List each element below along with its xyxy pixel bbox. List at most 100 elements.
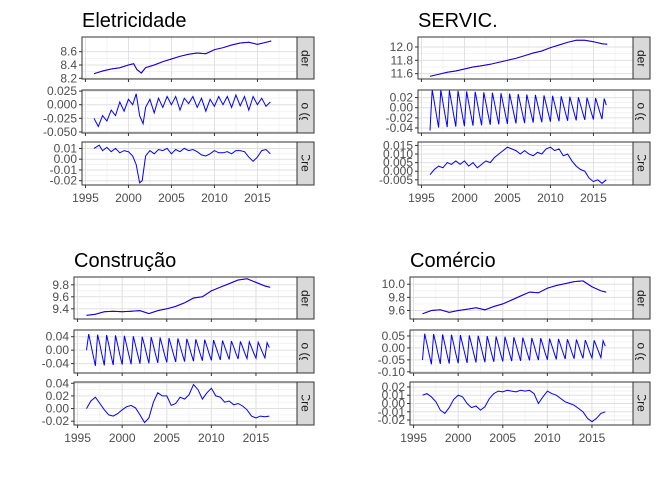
y-tick-label: 8.4 xyxy=(60,58,77,72)
series-line xyxy=(86,383,270,424)
y-tick-label: -0.05 xyxy=(378,353,406,367)
facet-1: -0.04-0.020.000.02 Ciclo (gap) xyxy=(386,82,651,140)
facet-strip: Taxa de Crescimento xyxy=(296,107,315,220)
strip-label: Taxa de Crescimento xyxy=(635,347,649,460)
y-tick-label: 0.000 xyxy=(383,164,413,178)
y-tick-label: 0.00 xyxy=(54,152,78,166)
x-tick-label: 1995 xyxy=(408,191,435,205)
facet-0: 11.611.812.0 Tendencia xyxy=(390,31,651,86)
facet-1: -0.10-0.050.000.05 Ciclo (gap) xyxy=(378,322,651,380)
y-tick-label: 9.6 xyxy=(52,290,69,304)
y-tick-label: 0.00 xyxy=(46,343,70,357)
y-tick-label: -0.02 xyxy=(386,111,414,125)
facet-background xyxy=(74,277,297,319)
chart-panel-1: SERVIC.11.611.812.0 Tendencia-0.04-0.020.… xyxy=(379,10,651,205)
strip-label: Tendencia xyxy=(299,31,313,86)
facet-strip: Taxa de Crescimento xyxy=(632,347,651,460)
y-tick-label: -0.02 xyxy=(378,413,406,427)
x-tick-label: 2010 xyxy=(201,191,228,205)
facet-2: -0.02-0.010.000.010.02 Taxa de Cresciment… xyxy=(378,347,651,460)
strip-label: Tendencia xyxy=(635,31,649,86)
series-line xyxy=(93,40,272,75)
strip-background xyxy=(296,141,315,186)
facet-strip: Tendencia xyxy=(632,31,651,86)
strip-label: Taxa de Crescimento xyxy=(299,347,313,460)
x-tick-label: 1995 xyxy=(400,431,427,445)
x-tick-label: 2015 xyxy=(579,431,606,445)
series-line xyxy=(422,280,607,315)
facet-strip: Taxa de Crescimento xyxy=(296,347,315,460)
y-tick-label: -0.02 xyxy=(50,174,78,188)
strip-background xyxy=(296,329,315,374)
y-tick-label: 0.00 xyxy=(46,402,70,416)
facet-background xyxy=(410,277,633,319)
strip-label: Ciclo (gap) xyxy=(635,82,649,140)
y-tick-label: 9.8 xyxy=(52,278,69,292)
x-tick-label: 2000 xyxy=(109,431,136,445)
series-line xyxy=(429,39,608,77)
y-tick-label: -0.025 xyxy=(43,111,77,125)
y-tick-label: -0.02 xyxy=(42,414,70,428)
strip-background xyxy=(296,89,315,134)
x-tick-label: 2010 xyxy=(198,431,225,445)
facet-strip: Ciclo (gap) xyxy=(632,82,651,140)
y-tick-label: 8.2 xyxy=(60,71,77,85)
series-line xyxy=(93,144,271,184)
panel-title: Construção xyxy=(74,250,176,272)
y-tick-label: 9.6 xyxy=(388,303,405,317)
facet-2: -0.020.000.020.04 Taxa de Crescimento xyxy=(42,347,315,460)
y-tick-label: -0.04 xyxy=(42,357,70,371)
strip-background xyxy=(632,381,651,426)
y-tick-label: -0.01 xyxy=(50,163,78,177)
y-tick-label: 0.00 xyxy=(382,397,406,411)
y-tick-label: 0.04 xyxy=(46,376,70,390)
facet-strip: Ciclo (gap) xyxy=(296,89,315,134)
facet-strip: Tendencia xyxy=(296,31,315,86)
y-tick-label: 11.6 xyxy=(391,67,414,81)
y-tick-label: 0.00 xyxy=(382,341,406,355)
strip-background xyxy=(296,276,315,320)
facet-strip: Ciclo (gap) xyxy=(296,322,315,380)
strip-label: Tendencia xyxy=(635,271,649,326)
y-tick-label: 0.02 xyxy=(382,380,406,394)
facet-background xyxy=(418,142,633,185)
facet-0: 9.69.810.0 Tendencia xyxy=(382,271,651,326)
strip-background xyxy=(632,141,651,186)
x-tick-label: 2005 xyxy=(158,191,185,205)
x-tick-label: 1995 xyxy=(64,431,91,445)
x-tick-label: 2015 xyxy=(244,191,271,205)
y-tick-label: 0.015 xyxy=(383,138,413,152)
x-tick-label: 2005 xyxy=(153,431,180,445)
series-line xyxy=(86,333,270,367)
x-tick-label: 2015 xyxy=(243,431,270,445)
panel-title: Comércio xyxy=(410,250,496,272)
panel-title: Eletricidade xyxy=(82,10,187,32)
x-tick-label: 2005 xyxy=(494,191,521,205)
y-tick-label: 9.4 xyxy=(52,302,69,316)
y-tick-label: -0.10 xyxy=(378,365,406,379)
x-tick-label: 1995 xyxy=(72,191,99,205)
facet-background xyxy=(74,382,297,425)
strip-background xyxy=(296,381,315,426)
y-tick-label: 12.0 xyxy=(390,40,414,54)
x-tick-label: 2000 xyxy=(115,191,142,205)
series-line xyxy=(429,146,607,184)
strip-background xyxy=(632,36,651,80)
strip-label: Taxa de Crescimento xyxy=(299,107,313,220)
facet-background xyxy=(82,142,297,185)
strip-background xyxy=(632,329,651,374)
facet-2: -0.02-0.010.000.01 Taxa de Crescimento xyxy=(50,107,315,220)
x-tick-label: 2010 xyxy=(537,191,564,205)
panel-title: SERVIC. xyxy=(418,10,498,32)
strip-background xyxy=(296,36,315,80)
facet-strip: Tendencia xyxy=(632,271,651,326)
facet-0: 8.28.48.6 Tendencia xyxy=(60,31,315,86)
strip-label: Ciclo (gap) xyxy=(635,322,649,380)
series-line xyxy=(86,278,271,316)
y-tick-label: -0.04 xyxy=(386,121,414,135)
strip-label: Ciclo (gap) xyxy=(299,322,313,380)
